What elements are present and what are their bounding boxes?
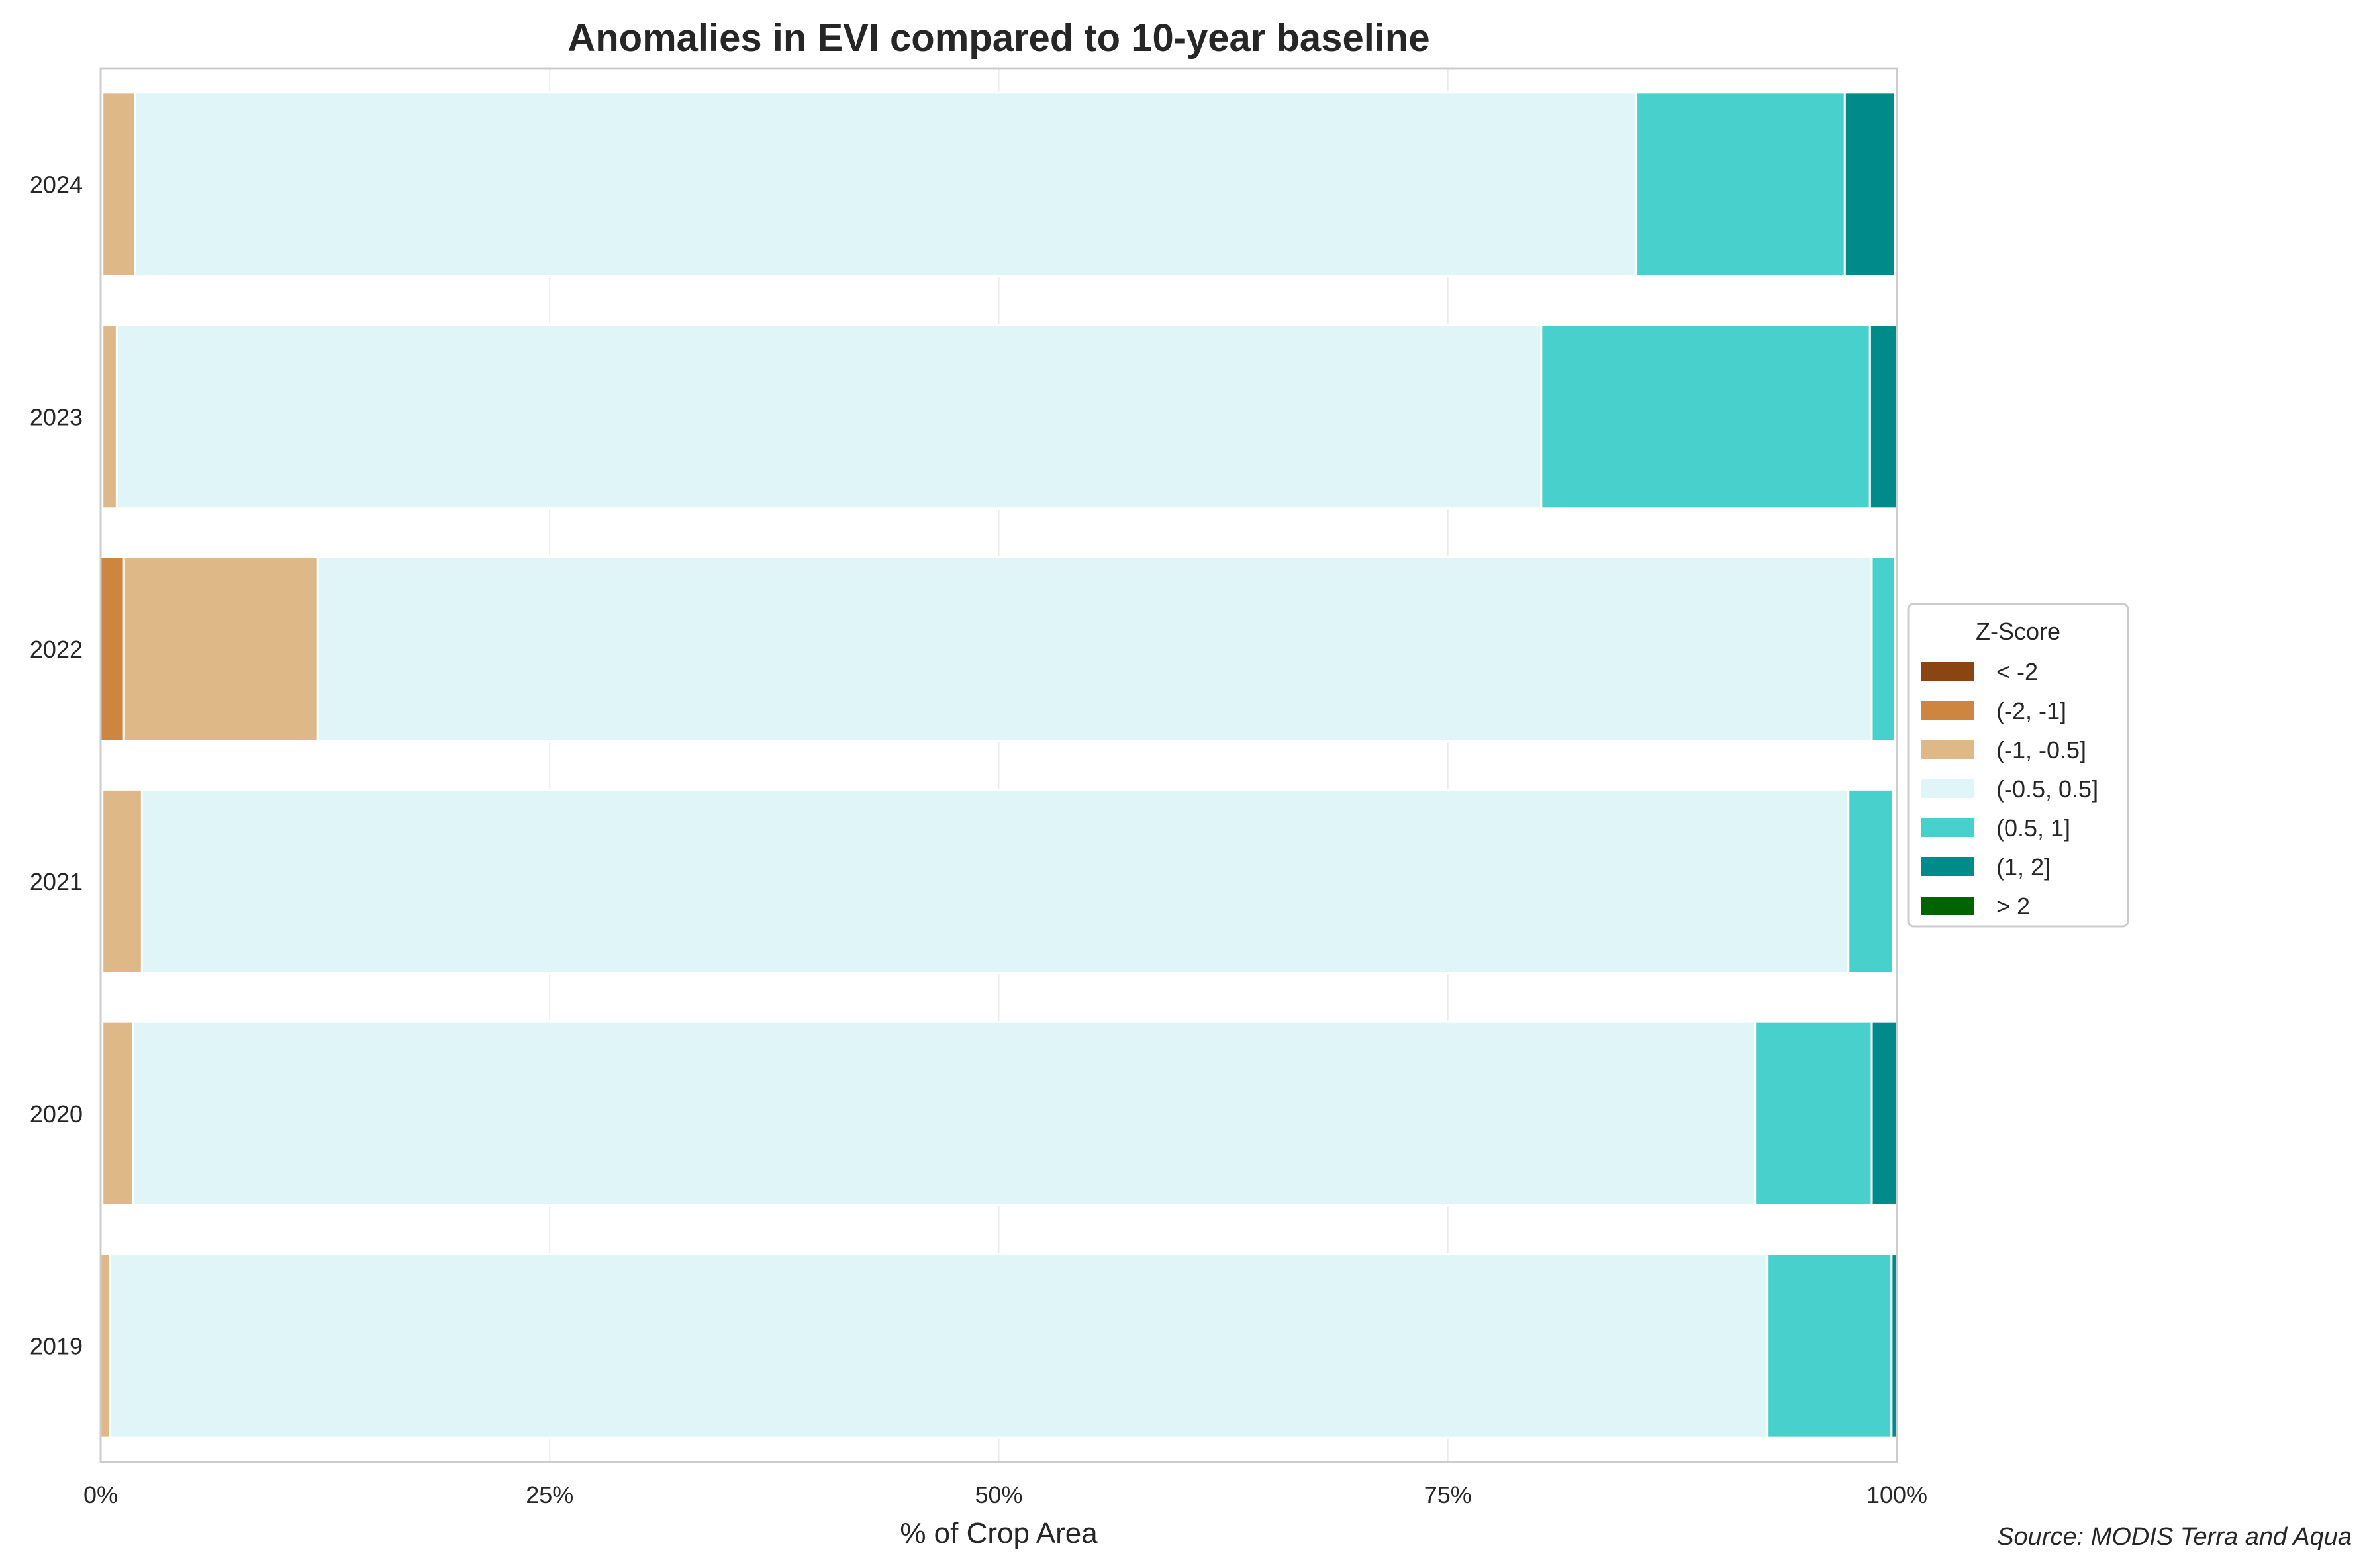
source-note: Source: MODIS Terra and Aqua: [1997, 1523, 2352, 1551]
bar-segment: [1870, 556, 1896, 742]
legend: Z-Score < -2 (-2, -1] (-1, -0.5] (-0.5, 0.5]…: [1907, 603, 2129, 928]
legend-swatch: [1921, 701, 1974, 720]
x-axis-label: % of Crop Area: [900, 1517, 1098, 1549]
bar-segment: [132, 1020, 1757, 1206]
bar-segment: [1892, 788, 1896, 974]
bar-segment: [1868, 324, 1898, 510]
y-tick-label: 2024: [30, 171, 83, 198]
bar-segment: [99, 1253, 111, 1439]
x-tick-label: 75%: [1424, 1481, 1472, 1508]
bar-segment: [101, 788, 143, 974]
legend-swatch: [1921, 818, 1974, 837]
legend-frame: [1907, 603, 2129, 928]
bar-segment: [101, 1020, 134, 1206]
legend-entry: < -2: [1996, 658, 2038, 685]
x-tick-label: 50%: [975, 1481, 1022, 1508]
x-tick-label: 25%: [526, 1481, 573, 1508]
bar-segment: [1843, 91, 1896, 277]
bar-segment: [122, 556, 319, 742]
y-tick-label: 2021: [30, 868, 83, 895]
y-tick-label: 2022: [30, 636, 83, 663]
bar-segment: [1635, 91, 1846, 277]
bar-segment: [134, 91, 1638, 277]
bar-segment: [1847, 788, 1895, 974]
legend-title: Z-Score: [1976, 618, 2060, 645]
tick-labels: 2024 2023 2022 2021 2020 2019 0% 25% 50% 75% 100%: [30, 171, 1927, 1508]
legend-entry: (-1, -0.5]: [1996, 736, 2086, 763]
legend-swatch: [1921, 897, 1974, 915]
legend-entry: (-2, -1]: [1996, 697, 2066, 724]
bars: [99, 91, 1898, 1439]
bar-segment: [101, 91, 136, 277]
bar-segment: [1870, 1020, 1898, 1206]
plot-frame: [99, 67, 1898, 1463]
bar-segment: [101, 324, 118, 510]
legend-entry: (1, 2]: [1996, 854, 2051, 881]
y-tick-label: 2023: [30, 403, 83, 430]
bar-segment: [99, 556, 125, 742]
y-tick-label: 2019: [30, 1333, 83, 1360]
legend-entry: (0.5, 1]: [1996, 814, 2070, 842]
x-tick-label: 0%: [83, 1481, 118, 1508]
y-tick-label: 2020: [30, 1101, 83, 1128]
bar-segment: [1754, 1020, 1873, 1206]
legend-swatch: [1921, 662, 1974, 681]
chart-title: Anomalies in EVI compared to 10-year bas…: [567, 17, 1429, 60]
bar-segment: [109, 1253, 1769, 1439]
bar-segment: [316, 556, 1873, 742]
legend-swatch: [1921, 740, 1974, 759]
legend-entry: > 2: [1996, 893, 2030, 920]
legend-swatch: [1921, 858, 1974, 876]
bar-segment: [140, 788, 1850, 974]
bar-segment: [1540, 324, 1871, 510]
bar-segment: [1766, 1253, 1893, 1439]
bar-segment: [115, 324, 1543, 510]
x-tick-label: 100%: [1866, 1481, 1927, 1508]
legend-swatch: [1921, 779, 1974, 798]
legend-entry: (-0.5, 0.5]: [1996, 775, 2098, 803]
